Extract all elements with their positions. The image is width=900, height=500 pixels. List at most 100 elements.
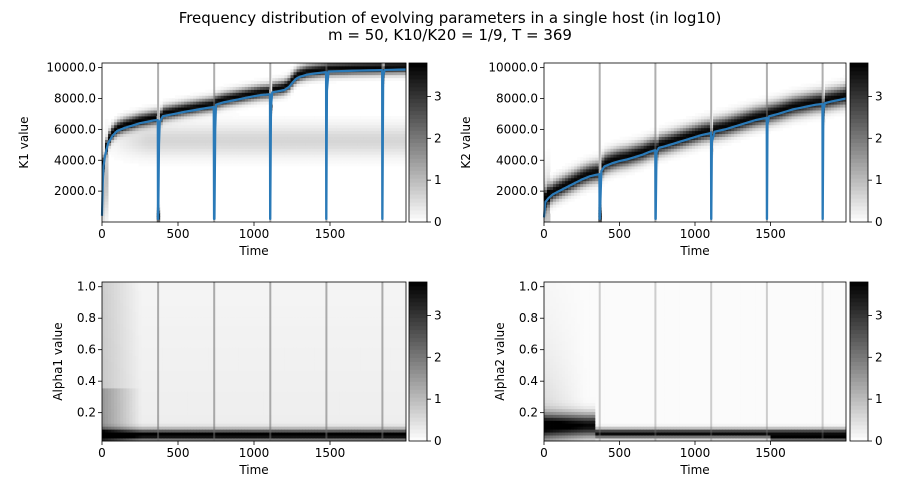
- heatmap-cell: [159, 302, 164, 306]
- heatmap-cell: [393, 133, 398, 138]
- heatmap-cell: [384, 163, 389, 167]
- heatmap-cell: [147, 107, 152, 111]
- heatmap-cell: [141, 379, 145, 383]
- heatmap-cell: [144, 110, 148, 114]
- heatmap-cell: [290, 136, 294, 140]
- heatmap-cell: [366, 65, 370, 70]
- heatmap-cell: [369, 127, 373, 132]
- heatmap-cell: [159, 157, 164, 161]
- heatmap-cell: [399, 118, 404, 123]
- heatmap-cell: [223, 89, 228, 93]
- heatmap-cell: [162, 116, 167, 120]
- heatmap-cell: [372, 77, 376, 82]
- heatmap-cell: [658, 148, 663, 152]
- heatmap-cell: [108, 121, 112, 126]
- heatmap-cell: [839, 110, 844, 114]
- heatmap-cell: [132, 402, 136, 407]
- heatmap-cell: [126, 121, 130, 126]
- heatmap-cell: [250, 104, 255, 108]
- heatmap-cell: [553, 189, 557, 193]
- heatmap-cell: [812, 89, 817, 93]
- heatmap-cell: [695, 139, 699, 143]
- heatmap-cell: [336, 139, 340, 143]
- heatmap-cell: [260, 83, 264, 87]
- heatmap-cell: [333, 74, 337, 79]
- heatmap-cell: [247, 118, 252, 123]
- heatmap-cell: [604, 154, 608, 158]
- heatmap-cell: [126, 118, 130, 123]
- heatmap-cell: [144, 390, 148, 395]
- heatmap-cell: [272, 130, 276, 135]
- heatmap-cell: [360, 130, 364, 135]
- heatmap-cell: [390, 71, 395, 76]
- heatmap-cell: [144, 305, 148, 309]
- heatmap-cell: [369, 157, 373, 161]
- heatmap-cell: [141, 426, 145, 430]
- heatmap-cell: [333, 65, 337, 70]
- heatmap-cell: [263, 104, 267, 108]
- heatmap-cell: [129, 382, 133, 386]
- heatmap-cell: [254, 89, 258, 93]
- heatmap-cell: [138, 154, 142, 158]
- heatmap-cell: [619, 139, 623, 143]
- heatmap-cell: [117, 346, 121, 351]
- heatmap-cell: [833, 104, 838, 108]
- heatmap-cell: [661, 133, 666, 138]
- heatmap-cell: [238, 160, 243, 164]
- heatmap-cell: [138, 402, 142, 407]
- heatmap-cell: [247, 124, 252, 129]
- heatmap-cell: [120, 429, 124, 433]
- heatmap-cell: [791, 104, 796, 108]
- heatmap-cell: [601, 177, 605, 182]
- heatmap-cell: [396, 154, 401, 158]
- heatmap-cell: [108, 287, 112, 292]
- heatmap-cell: [556, 192, 560, 196]
- heatmap-cell: [824, 86, 829, 90]
- heatmap-cell: [728, 127, 732, 132]
- heatmap-cell: [217, 148, 221, 152]
- heatmap-cell: [637, 136, 642, 140]
- heatmap-cell: [577, 180, 581, 185]
- heatmap-cell: [378, 139, 383, 143]
- heatmap-cell: [619, 136, 623, 140]
- heatmap-cell: [583, 186, 587, 191]
- heatmap-cell: [390, 148, 395, 152]
- heatmap-cell: [220, 163, 224, 167]
- heatmap-cell: [114, 411, 118, 415]
- heatmap-cell: [153, 287, 158, 292]
- heatmap-cell: [126, 349, 130, 354]
- heatmap-cell: [287, 145, 291, 149]
- heatmap-cell: [126, 329, 130, 333]
- colorbar-segment: [850, 166, 868, 171]
- heatmap-cell: [378, 154, 383, 158]
- heatmap-cell: [141, 435, 145, 439]
- heatmap-cell: [296, 157, 300, 161]
- heatmap-cell: [129, 420, 133, 424]
- heatmap-cell: [117, 349, 121, 354]
- heatmap-cell: [836, 77, 841, 82]
- heatmap-cell: [333, 157, 337, 161]
- heatmap-cell: [293, 80, 297, 85]
- heatmap-cell: [299, 63, 304, 67]
- heatmap-cell: [132, 438, 136, 442]
- heatmap-cell: [592, 186, 596, 191]
- heatmap-cell: [676, 121, 681, 126]
- heatmap-cell: [266, 133, 270, 138]
- heatmap-cell: [625, 139, 629, 143]
- heatmap-cell: [830, 113, 835, 117]
- heatmap-cell: [688, 121, 693, 126]
- heatmap-cell: [241, 160, 246, 164]
- heatmap-cell: [281, 116, 285, 120]
- heatmap-cell: [257, 104, 261, 108]
- heatmap-cell: [296, 80, 300, 85]
- heatmap-cell: [761, 127, 765, 132]
- heatmap-cell: [631, 166, 635, 170]
- x-tick-label: 1000: [680, 227, 711, 241]
- heatmap-cell: [818, 116, 823, 120]
- heatmap-cell: [117, 320, 121, 324]
- heatmap-cell: [102, 370, 106, 374]
- heatmap-cell: [263, 95, 267, 99]
- heatmap-cell: [153, 110, 158, 114]
- heatmap-cell: [165, 148, 170, 152]
